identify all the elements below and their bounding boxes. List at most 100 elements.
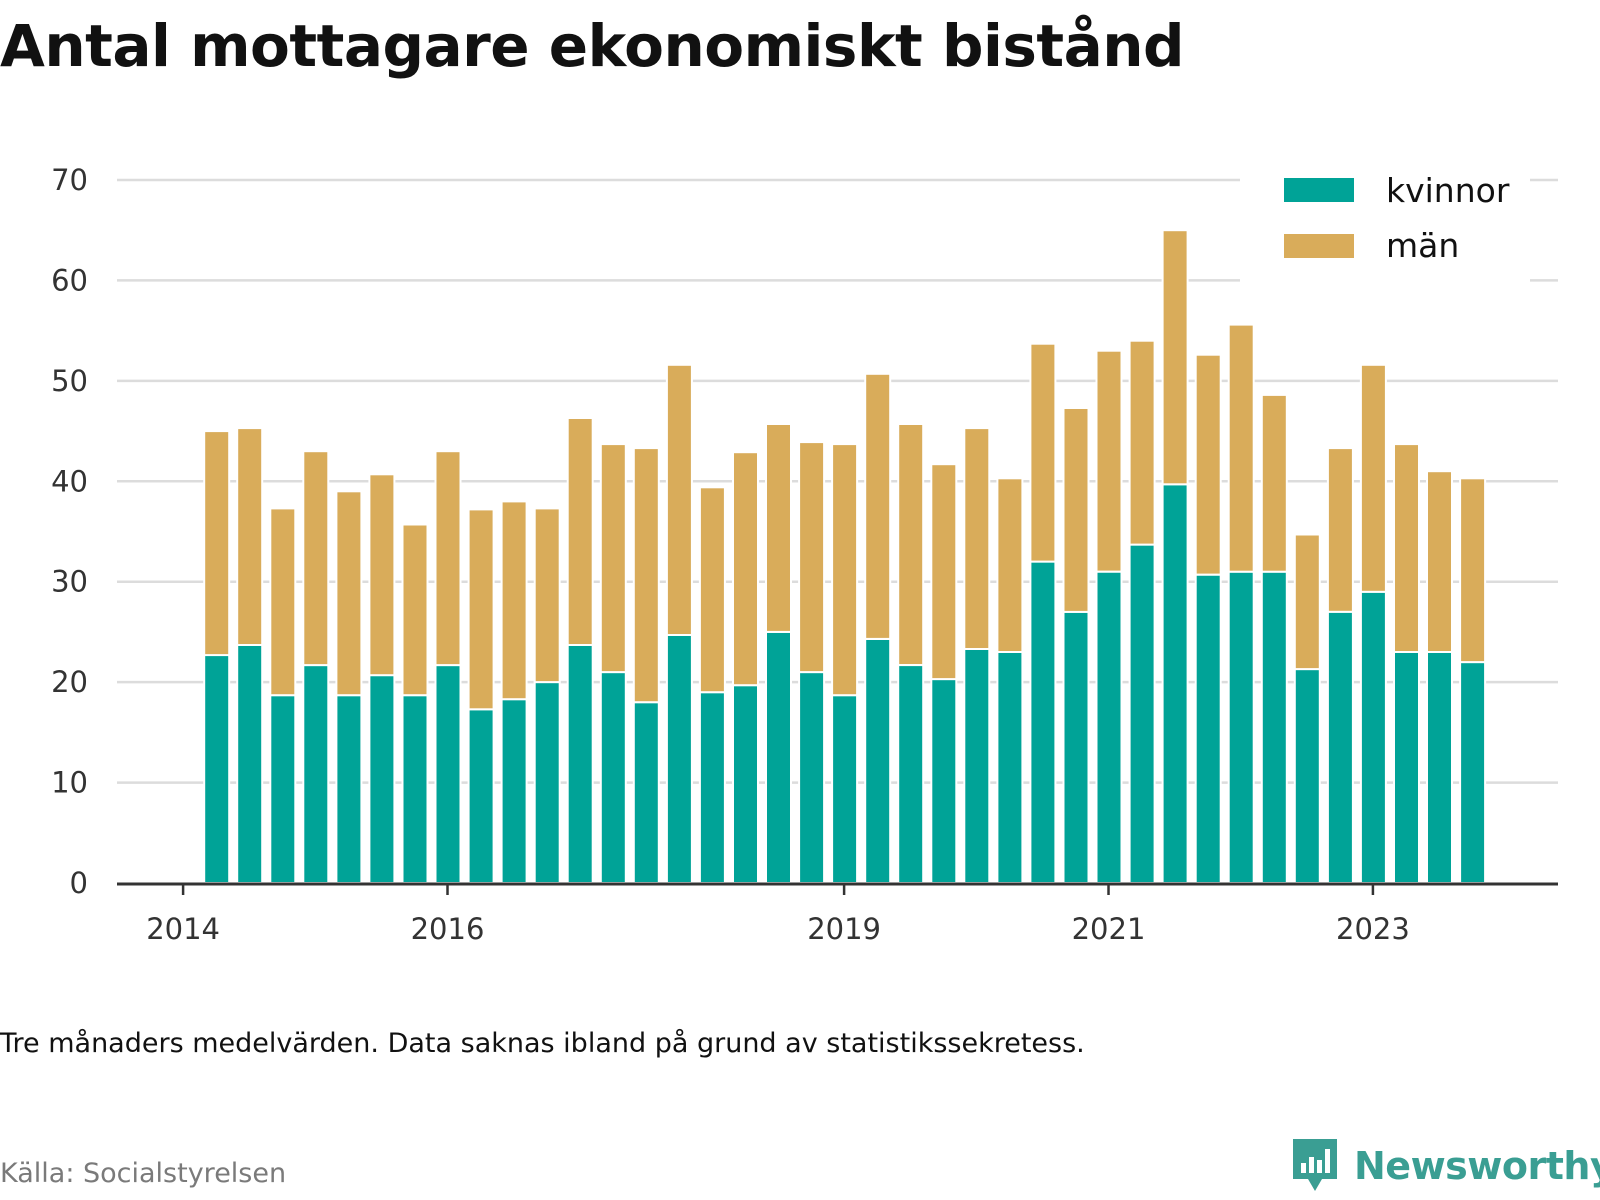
bar-man-2019-Q1: [831, 443, 859, 697]
bar-kvinnor-2016-Q3: [500, 698, 528, 885]
bar-kvinnor-2014-Q4: [269, 694, 297, 885]
bar-kvinnor-2016-Q4: [533, 681, 561, 884]
bar-man-2023-Q3: [1426, 470, 1453, 654]
legend-swatch-man: [1284, 234, 1354, 258]
bar-kvinnor-2022-Q2: [1260, 570, 1288, 884]
bar-kvinnor-2018-Q4: [798, 671, 826, 884]
bar-kvinnor-2021-Q1: [1095, 570, 1123, 884]
bar-man-2023-Q4: [1459, 477, 1487, 664]
bar-kvinnor-2023-Q3: [1426, 651, 1453, 884]
bar-man-2017-Q2: [599, 443, 627, 674]
bar-man-2014-Q2: [203, 430, 231, 657]
bar-man-2014-Q3: [236, 427, 264, 646]
bar-kvinnor-2015-Q1: [302, 664, 330, 884]
bar-man-2022-Q2: [1260, 393, 1288, 573]
bar-man-2017-Q3: [632, 447, 660, 704]
bar-man-2018-Q1: [698, 486, 726, 694]
bar-man-2021-Q3: [1161, 229, 1189, 486]
bar-kvinnor-2023-Q1: [1359, 590, 1387, 884]
source-text: Källa: Socialstyrelsen: [0, 1158, 287, 1189]
chart-title: Antal mottagare ekonomiskt bistånd: [0, 12, 1185, 80]
bar-kvinnor-2023-Q4: [1459, 661, 1487, 884]
legend-label-man: män: [1386, 226, 1459, 265]
bar-man-2015-Q1: [302, 450, 330, 667]
bar-man-2020-Q3: [1029, 342, 1057, 563]
bar-kvinnor-2022-Q1: [1227, 570, 1255, 884]
bar-man-2017-Q4: [665, 363, 693, 637]
bar-kvinnor-2017-Q3: [632, 701, 660, 885]
bar-man-2016-Q2: [467, 508, 495, 711]
bar-man-2014-Q4: [269, 507, 297, 697]
brand-logo[interactable]: Newsworthy: [1290, 1137, 1600, 1195]
bar-kvinnor-2019-Q3: [897, 664, 925, 884]
bar-kvinnor-2020-Q1: [963, 648, 991, 884]
bar-kvinnor-2019-Q1: [831, 694, 859, 885]
bar-kvinnor-2015-Q3: [368, 674, 396, 884]
bar-kvinnor-2019-Q2: [864, 638, 892, 884]
x-tick-label: 2021: [1072, 912, 1146, 946]
bar-kvinnor-2018-Q2: [732, 684, 759, 885]
bar-kvinnor-2017-Q2: [599, 671, 627, 884]
x-tick-label: 2016: [411, 912, 485, 946]
bar-man-2018-Q3: [765, 423, 792, 633]
bar-man-2023-Q1: [1359, 363, 1387, 593]
y-tick-label: 0: [70, 866, 88, 900]
bar-man-2022-Q4: [1326, 447, 1354, 613]
newsworthy-logo-icon: [1293, 1139, 1337, 1191]
bar-man-2019-Q2: [864, 372, 892, 640]
bar-kvinnor-2020-Q2: [996, 651, 1024, 884]
bars: [203, 229, 1487, 885]
bar-man-2021-Q2: [1128, 339, 1156, 546]
bar-man-2022-Q1: [1227, 323, 1255, 573]
y-tick-label: 30: [51, 565, 88, 599]
bar-kvinnor-2017-Q1: [566, 644, 594, 884]
y-tick-label: 10: [51, 766, 88, 800]
y-axis-ticks: 0 10 20 30 40 50 60 70: [51, 163, 88, 900]
bar-man-2020-Q4: [1062, 407, 1090, 613]
bar-kvinnor-2016-Q2: [467, 708, 495, 884]
legend-label-kvinnor: kvinnor: [1386, 171, 1510, 210]
bar-man-2018-Q4: [798, 441, 826, 674]
legend-swatch-kvinnor: [1284, 178, 1354, 202]
bar-man-2016-Q1: [434, 450, 462, 667]
bar-kvinnor-2023-Q2: [1393, 651, 1420, 884]
bar-kvinnor-2019-Q4: [930, 678, 958, 884]
bar-man-2015-Q4: [401, 523, 429, 697]
y-tick-label: 60: [51, 263, 88, 297]
bar-kvinnor-2017-Q4: [665, 633, 693, 884]
bar-kvinnor-2020-Q3: [1029, 560, 1057, 884]
bar-man-2019-Q3: [897, 423, 925, 666]
bar-man-2015-Q2: [335, 490, 363, 697]
bar-man-2022-Q3: [1293, 533, 1321, 671]
bar-man-2016-Q4: [533, 507, 561, 684]
bar-kvinnor-2022-Q3: [1293, 668, 1321, 884]
bar-kvinnor-2021-Q4: [1194, 573, 1222, 884]
bar-kvinnor-2020-Q4: [1062, 610, 1090, 884]
bar-kvinnor-2014-Q2: [203, 654, 231, 884]
bar-kvinnor-2021-Q2: [1128, 543, 1156, 884]
bar-man-2019-Q4: [930, 463, 958, 681]
bar-kvinnor-2018-Q1: [698, 691, 726, 885]
bar-man-2020-Q1: [963, 427, 991, 650]
bar-man-2016-Q3: [500, 500, 528, 701]
bar-man-2023-Q2: [1393, 443, 1420, 653]
bar-man-2017-Q1: [566, 417, 594, 646]
bar-kvinnor-2021-Q3: [1161, 483, 1189, 884]
y-tick-label: 50: [51, 364, 88, 398]
bar-kvinnor-2014-Q3: [236, 644, 264, 884]
x-tick-label: 2014: [146, 912, 220, 946]
bar-man-2021-Q1: [1095, 349, 1123, 573]
legend: kvinnor män: [1240, 160, 1530, 288]
x-tick-label: 2023: [1336, 912, 1410, 946]
y-tick-label: 70: [51, 163, 88, 197]
bar-man-2015-Q3: [368, 473, 396, 677]
bar-kvinnor-2018-Q3: [765, 630, 792, 884]
brand-name: Newsworthy: [1354, 1144, 1600, 1188]
y-tick-label: 20: [51, 665, 88, 699]
chart-note: Tre månaders medelvärden. Data saknas ib…: [0, 1028, 1085, 1059]
bar-kvinnor-2016-Q1: [434, 664, 462, 884]
bar-kvinnor-2015-Q2: [335, 694, 363, 885]
bar-man-2020-Q2: [996, 477, 1024, 653]
stacked-bar-chart: 0 10 20 30 40 50 60 70 2014 2016 2019 2021 2023 kvi…: [51, 160, 1558, 946]
bar-man-2021-Q4: [1194, 353, 1222, 576]
